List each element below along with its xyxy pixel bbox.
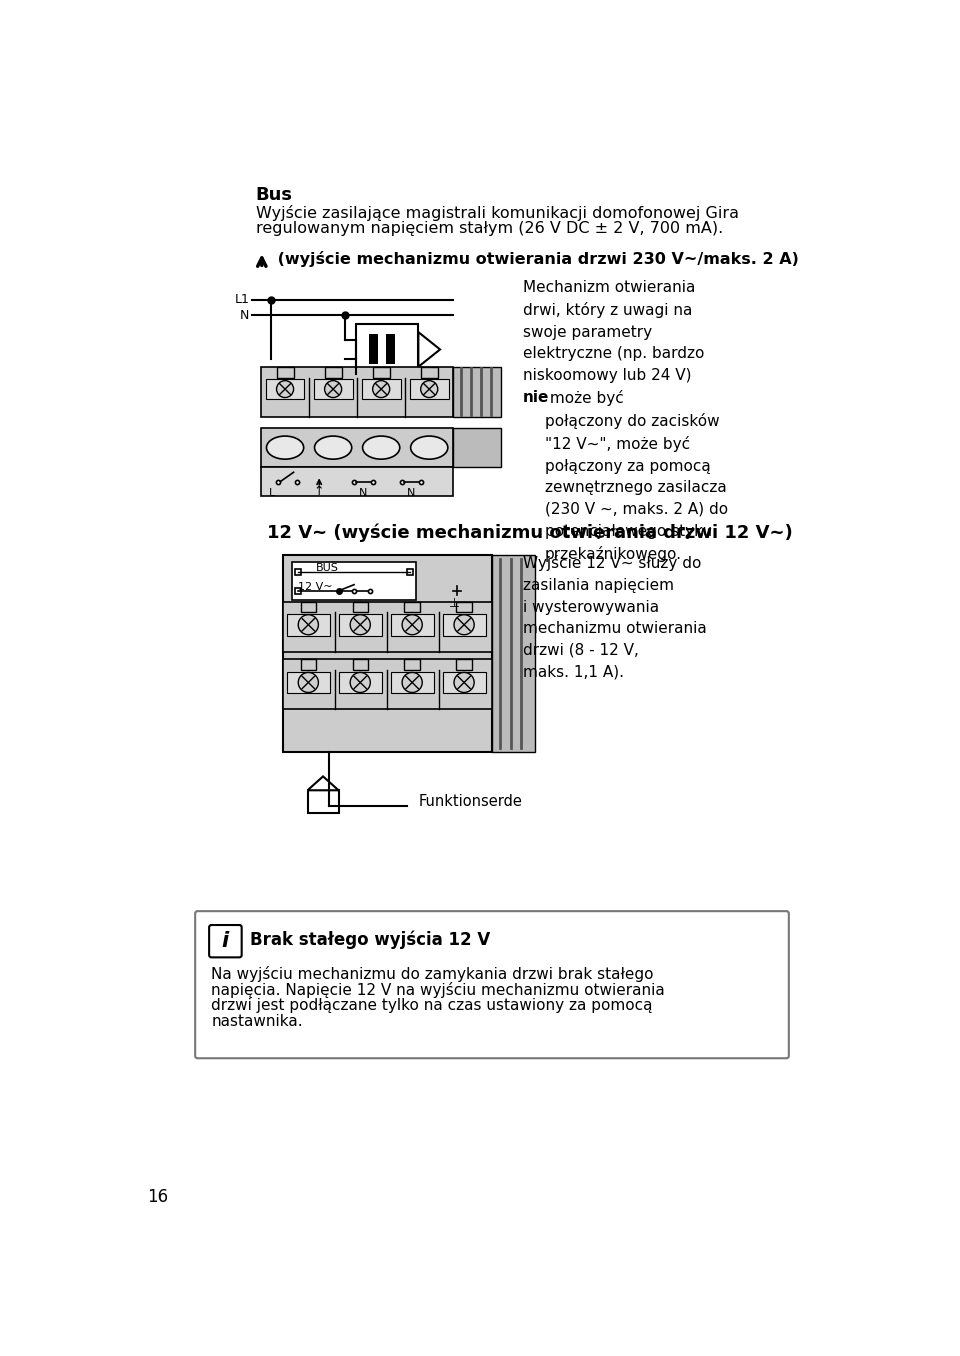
Bar [292,561,416,601]
Text: ⊥: ⊥ [449,597,460,610]
Bar [261,428,453,466]
Circle shape [324,381,342,397]
Bar [356,324,419,374]
Bar [339,671,382,693]
Bar [283,602,492,652]
Text: nie: nie [523,391,549,405]
Bar [444,614,486,636]
Text: Brak stałego wyjścia 12 V: Brak stałego wyjścia 12 V [251,930,491,949]
Text: regulowanym napięciem stałym (26 V DC ± 2 V, 700 mA).: regulowanym napięciem stałym (26 V DC ± … [255,221,723,236]
Text: L1: L1 [234,293,250,306]
Text: Funktionserde: Funktionserde [419,795,522,810]
Bar [453,428,501,466]
Bar [492,556,535,751]
Bar [283,556,492,751]
Bar [369,335,378,363]
Text: 16: 16 [147,1188,168,1207]
Text: nastawnika.: nastawnika. [211,1014,303,1029]
FancyBboxPatch shape [209,925,242,957]
Bar [266,380,304,399]
Bar [404,602,420,613]
Bar [324,366,342,377]
Bar [283,659,492,709]
Bar [456,659,472,670]
Ellipse shape [315,437,351,460]
Text: N: N [240,309,250,321]
Text: Mechanizm otwierania
drwi, który z uwagi na
swoje parametry
elektryczne (np. bar: Mechanizm otwierania drwi, który z uwagi… [523,279,705,382]
Circle shape [299,614,319,635]
Bar [420,366,438,377]
Bar [456,602,472,613]
Polygon shape [307,777,339,791]
Bar [352,602,368,613]
Bar [300,602,316,613]
Text: 12 V~ (wyście mechanizmu otwierania drzwi 12 V~): 12 V~ (wyście mechanizmu otwierania drzw… [267,523,793,541]
Text: N: N [359,488,368,498]
Text: Wyjście zasilające magistrali komunikacji domofonowej Gira: Wyjście zasilające magistrali komunikacj… [255,205,738,221]
Bar [392,671,434,693]
Bar [372,366,390,377]
Circle shape [454,673,474,693]
Ellipse shape [363,437,399,460]
Bar [261,466,453,496]
Circle shape [454,614,474,635]
Bar [392,614,434,636]
Bar [307,791,339,814]
Circle shape [350,614,371,635]
Bar [453,366,501,416]
Text: 12 V~: 12 V~ [298,582,332,591]
Bar [314,380,352,399]
Text: (wyjście mechanizmu otwierania drzwi 230 V~/maks. 2 A): (wyjście mechanizmu otwierania drzwi 230… [272,251,799,267]
Circle shape [420,381,438,397]
Bar [287,671,330,693]
Text: i: i [222,932,229,951]
Bar [339,614,382,636]
Circle shape [402,614,422,635]
Bar [362,380,400,399]
Text: drzwi jest podłączane tylko na czas ustawiony za pomocą: drzwi jest podłączane tylko na czas usta… [211,998,653,1013]
Bar [276,366,294,377]
Circle shape [402,673,422,693]
Text: N: N [407,488,416,498]
Text: może być
połączony do zacisków
"12 V~", może być
połączony za pomocą
zewnętrzneg: może być połączony do zacisków "12 V~", … [544,391,728,561]
Ellipse shape [267,437,303,460]
Text: ↑: ↑ [314,484,324,498]
Circle shape [276,381,294,397]
Text: Na wyjściu mechanizmu do zamykania drzwi brak stałego: Na wyjściu mechanizmu do zamykania drzwi… [211,965,654,982]
Ellipse shape [411,437,447,460]
Text: napięcia. Napięcie 12 V na wyjściu mechanizmu otwierania: napięcia. Napięcie 12 V na wyjściu mecha… [211,982,665,998]
Circle shape [299,673,319,693]
Bar [261,366,453,416]
Bar [300,659,316,670]
Bar [404,659,420,670]
Text: L: L [269,488,275,498]
Bar [386,335,396,363]
Circle shape [372,381,390,397]
Bar [352,659,368,670]
Text: Bus: Bus [255,186,293,203]
Bar [410,380,448,399]
Polygon shape [419,332,440,366]
Text: Wyjście 12 V~ służy do
zasilania napięciem
i wysterowywania
mechanizmu otwierani: Wyjście 12 V~ służy do zasilania napięci… [523,556,707,679]
FancyBboxPatch shape [195,911,789,1058]
Bar [287,614,330,636]
Circle shape [350,673,371,693]
Text: BUS: BUS [316,563,338,574]
Bar [444,671,486,693]
